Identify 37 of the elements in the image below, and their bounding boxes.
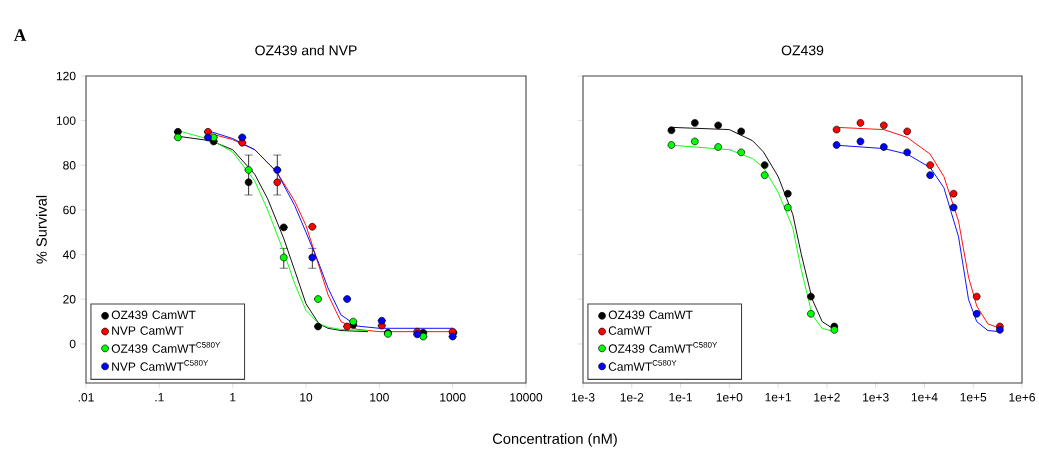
x-tick-label: .1 <box>155 393 164 402</box>
x-tick-label: 1 <box>230 393 236 402</box>
y-axis-title: % Survival <box>36 195 47 264</box>
legend-label: NVP CamWT <box>112 326 184 335</box>
text: A <box>13 29 27 41</box>
x-axis-title: Concentration (nM) <box>492 433 617 447</box>
y-tick-label: 40 <box>62 250 76 259</box>
legend-label: OZ439 CamWT <box>608 310 693 320</box>
x-tick-label: .01 <box>78 393 94 402</box>
legend-label: CamWT <box>608 326 652 335</box>
x-tick-label: 1e+4 <box>911 393 938 402</box>
x-tick-label: 1e-2 <box>620 393 644 402</box>
y-tick-label: 120 <box>56 71 76 81</box>
x-tick-label: 1000 <box>440 393 466 402</box>
x-tick-label: 1e+0 <box>716 393 743 402</box>
y-tick-label: 0 <box>69 339 76 349</box>
legend-label: OZ439 CamWT$^{C580Y}$ <box>111 342 221 353</box>
x-tick-label: 1e+5 <box>960 393 987 402</box>
x-tick-label: 1e+6 <box>1009 393 1035 402</box>
x-tick-label: 10000 <box>510 393 543 402</box>
chart-title: OZ439 and NVP <box>255 45 357 56</box>
y-tick-label: 20 <box>63 295 76 304</box>
y-tick-label: 60 <box>63 205 76 215</box>
x-tick-label: 1e+2 <box>814 393 840 402</box>
x-tick-label: 1e-1 <box>669 393 692 402</box>
x-tick-label: 1e+3 <box>863 393 889 402</box>
legend-label: NVP CamWT$^{C580Y}$ <box>112 360 209 371</box>
y-tick-label: 100 <box>56 116 76 125</box>
chart-title: OZ439 <box>781 45 824 56</box>
x-tick-label: 1e-3 <box>571 393 595 402</box>
x-tick-label: 1e+1 <box>765 393 792 402</box>
legend-label: CamWT$^{C580Y}$ <box>608 360 677 371</box>
legend-label: OZ439 CamWT <box>111 310 196 320</box>
x-tick-label: 100 <box>370 393 389 402</box>
x-tick-label: 10 <box>300 393 313 402</box>
y-tick-label: 80 <box>63 161 76 170</box>
legend-label: OZ439 CamWT$^{C580Y}$ <box>608 342 718 353</box>
